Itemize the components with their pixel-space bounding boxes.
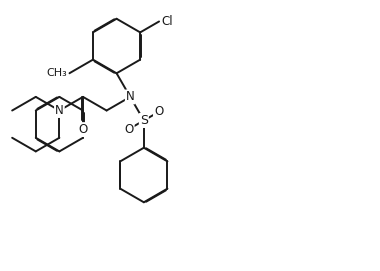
Text: CH₃: CH₃ bbox=[47, 68, 68, 78]
Text: N: N bbox=[55, 104, 64, 117]
Text: O: O bbox=[78, 123, 88, 136]
Text: O: O bbox=[154, 105, 163, 118]
Text: N: N bbox=[126, 91, 135, 103]
Text: O: O bbox=[125, 122, 134, 136]
Text: Cl: Cl bbox=[161, 15, 173, 28]
Text: S: S bbox=[140, 114, 148, 127]
